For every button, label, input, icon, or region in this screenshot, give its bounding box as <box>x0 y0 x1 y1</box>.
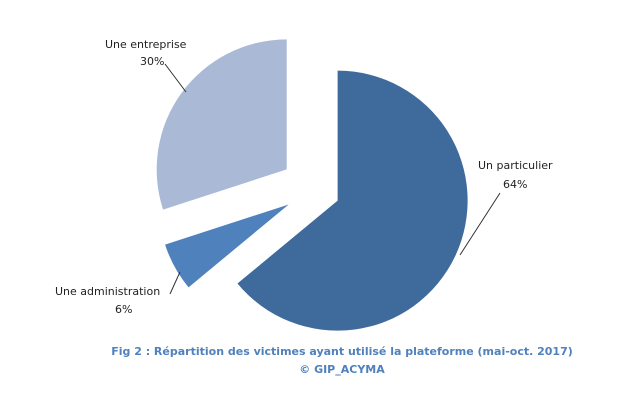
pie-slice <box>237 70 468 331</box>
category-label: Un particulier <box>478 159 553 172</box>
leader-line <box>164 63 187 93</box>
category-label: Une entreprise <box>105 38 187 51</box>
pie-slice <box>165 204 289 288</box>
leader-line <box>459 192 501 256</box>
value-label: 6% <box>115 303 132 316</box>
pie-slice <box>156 39 287 210</box>
value-label: 30% <box>140 55 164 68</box>
chart-title: Fig 2 : Répartition des victimes ayant u… <box>111 345 573 358</box>
value-label: 64% <box>503 178 527 191</box>
leader-line <box>169 271 181 295</box>
category-label: Une administration <box>55 285 160 298</box>
chart-subtitle: © GIP_ACYMA <box>299 363 385 376</box>
